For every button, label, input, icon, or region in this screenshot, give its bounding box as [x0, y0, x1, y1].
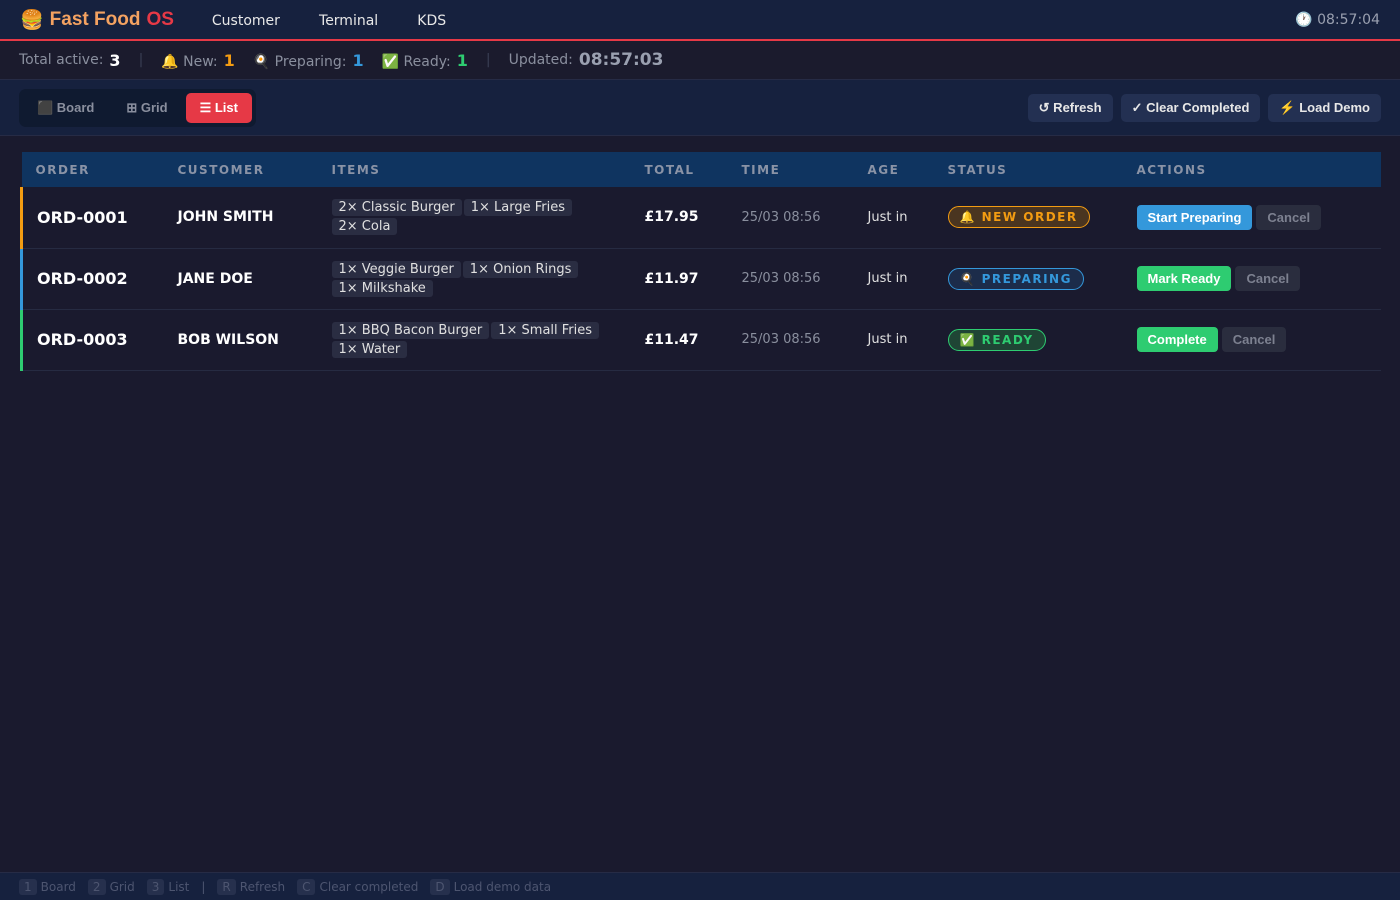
- col-items: ITEMS: [317, 152, 631, 187]
- item-chip: 2× Classic Burger: [331, 199, 462, 217]
- total-active-label: Total active:: [19, 52, 104, 68]
- shortcut-label: Load demo data: [453, 879, 552, 894]
- advance-status-button[interactable]: Complete: [1136, 327, 1218, 352]
- shortcut-key: C: [297, 878, 316, 895]
- col-customer: CUSTOMER: [163, 152, 318, 187]
- shortcut-key: D: [430, 878, 450, 895]
- order-total: £17.95: [644, 209, 699, 226]
- view-grid-button[interactable]: ⊞ Grid: [112, 93, 181, 123]
- order-id: ORD-0001: [37, 207, 128, 227]
- app-logo[interactable]: 🍔 Fast Food OS: [20, 8, 174, 31]
- item-chip: 1× Water: [331, 340, 408, 358]
- cancel-button[interactable]: Cancel: [1235, 266, 1301, 291]
- divider: |: [485, 52, 491, 68]
- new-count: 1: [223, 50, 235, 70]
- item-chip: 1× BBQ Bacon Burger: [331, 321, 490, 339]
- col-time: TIME: [727, 152, 854, 187]
- col-age: AGE: [853, 152, 934, 187]
- advance-status-button[interactable]: Start Preparing: [1136, 204, 1253, 230]
- nav-terminal[interactable]: Terminal: [319, 13, 379, 29]
- shortcut-key: R: [217, 878, 236, 895]
- shortcut-hint: 1 Board: [19, 878, 76, 895]
- table-row[interactable]: ORD-0002 JANE DOE 1× Veggie Burger 1× Oni…: [20, 248, 1381, 310]
- col-order: ORDER: [21, 152, 164, 187]
- item-chip: 2× Cola: [331, 218, 398, 236]
- shortcut-label: Clear completed: [319, 879, 419, 894]
- new-label: 🔔 New:: [161, 53, 218, 70]
- cancel-button[interactable]: Cancel: [1221, 327, 1287, 352]
- load-demo-button[interactable]: ⚡ Load Demo: [1268, 93, 1381, 122]
- stats-bar: Total active: 3 | 🔔 New: 1 🍳 Preparing: 1 ✅…: [0, 41, 1400, 80]
- main-nav: Customer Terminal KDS: [212, 10, 480, 29]
- shortcut-hint: 3 List: [146, 878, 190, 895]
- col-total: TOTAL: [630, 152, 728, 187]
- nav-customer[interactable]: Customer: [211, 13, 280, 29]
- item-chip: 1× Large Fries: [463, 199, 573, 217]
- ready-label: ✅ Ready:: [381, 53, 451, 70]
- table-row[interactable]: ORD-0001 JOHN SMITH 2× Classic Burger 1× …: [20, 187, 1381, 249]
- order-total: £11.47: [644, 331, 699, 348]
- refresh-button[interactable]: ↺ Refresh: [1027, 93, 1113, 122]
- preparing-label: 🍳 Preparing:: [252, 53, 347, 70]
- order-time: 25/03 08:56: [741, 271, 821, 286]
- status-badge: 🍳 PREPARING: [947, 267, 1084, 290]
- order-time: 25/03 08:56: [741, 332, 821, 347]
- shortcut-key: 3: [146, 878, 165, 895]
- shortcut-key: 1: [19, 878, 37, 895]
- item-chip: 1× Small Fries: [491, 321, 600, 339]
- col-status: STATUS: [933, 152, 1123, 187]
- order-time: 25/03 08:56: [741, 209, 821, 225]
- clock: 🕐 08:57:04: [1295, 11, 1380, 28]
- divider: |: [138, 52, 144, 68]
- shortcut-key: 2: [87, 878, 106, 895]
- customer-name: JOHN SMITH: [177, 209, 274, 226]
- order-total: £11.97: [644, 270, 699, 287]
- view-list-button[interactable]: ☰ List: [185, 92, 252, 123]
- shortcut-label: Board: [40, 879, 76, 894]
- customer-name: BOB WILSON: [177, 331, 279, 348]
- ready-count: 1: [456, 50, 468, 70]
- view-toggle: ⬛ Board ⊞ Grid ☰ List: [19, 88, 256, 127]
- order-age: Just in: [867, 332, 908, 347]
- item-chip: 1× Veggie Burger: [331, 260, 461, 278]
- item-chip: 1× Onion Rings: [462, 260, 579, 278]
- order-id: ORD-0003: [37, 330, 128, 349]
- orders-table: ORDER CUSTOMER ITEMS TOTAL TIME AGE STAT…: [20, 152, 1381, 371]
- shortcut-label: Refresh: [239, 879, 286, 894]
- clear-completed-button[interactable]: ✓ Clear Completed: [1120, 93, 1261, 122]
- status-badge: 🔔 NEW ORDER: [947, 206, 1090, 229]
- status-badge: ✅ READY: [947, 328, 1046, 351]
- divider: |: [201, 879, 206, 894]
- order-id: ORD-0002: [37, 269, 128, 288]
- view-board-button[interactable]: ⬛ Board: [23, 93, 108, 123]
- shortcut-label: Grid: [109, 879, 135, 894]
- col-actions: ACTIONS: [1122, 152, 1381, 187]
- nav-kds[interactable]: KDS: [417, 13, 447, 29]
- shortcut-hint: C Clear completed: [297, 878, 419, 895]
- shortcut-hint: R Refresh: [217, 878, 286, 895]
- preparing-count: 1: [352, 50, 364, 70]
- shortcut-hint: D Load demo data: [430, 878, 552, 895]
- order-age: Just in: [867, 271, 908, 286]
- updated-label: Updated:: [508, 52, 573, 68]
- customer-name: JANE DOE: [177, 270, 253, 287]
- shortcut-hint: 2 Grid: [87, 878, 135, 895]
- table-row[interactable]: ORD-0003 BOB WILSON 1× BBQ Bacon Burger 1…: [20, 309, 1381, 371]
- cancel-button[interactable]: Cancel: [1256, 204, 1322, 230]
- shortcut-footer: 1 Board 2 Grid 3 List | R Refresh C Clear complete…: [0, 872, 1400, 900]
- top-bar: 🍔 Fast Food OS Customer Terminal KDS 🕐 08:…: [0, 0, 1400, 41]
- toolbar: ⬛ Board ⊞ Grid ☰ List ↺ Refresh ✓ Clear …: [0, 80, 1400, 136]
- item-chip: 1× Milkshake: [331, 279, 433, 297]
- burger-icon: 🍔: [20, 9, 44, 31]
- total-active-count: 3: [109, 50, 121, 70]
- shortcut-label: List: [168, 879, 190, 894]
- advance-status-button[interactable]: Mark Ready: [1136, 266, 1232, 291]
- updated-time: 08:57:03: [578, 50, 664, 70]
- order-age: Just in: [867, 209, 908, 225]
